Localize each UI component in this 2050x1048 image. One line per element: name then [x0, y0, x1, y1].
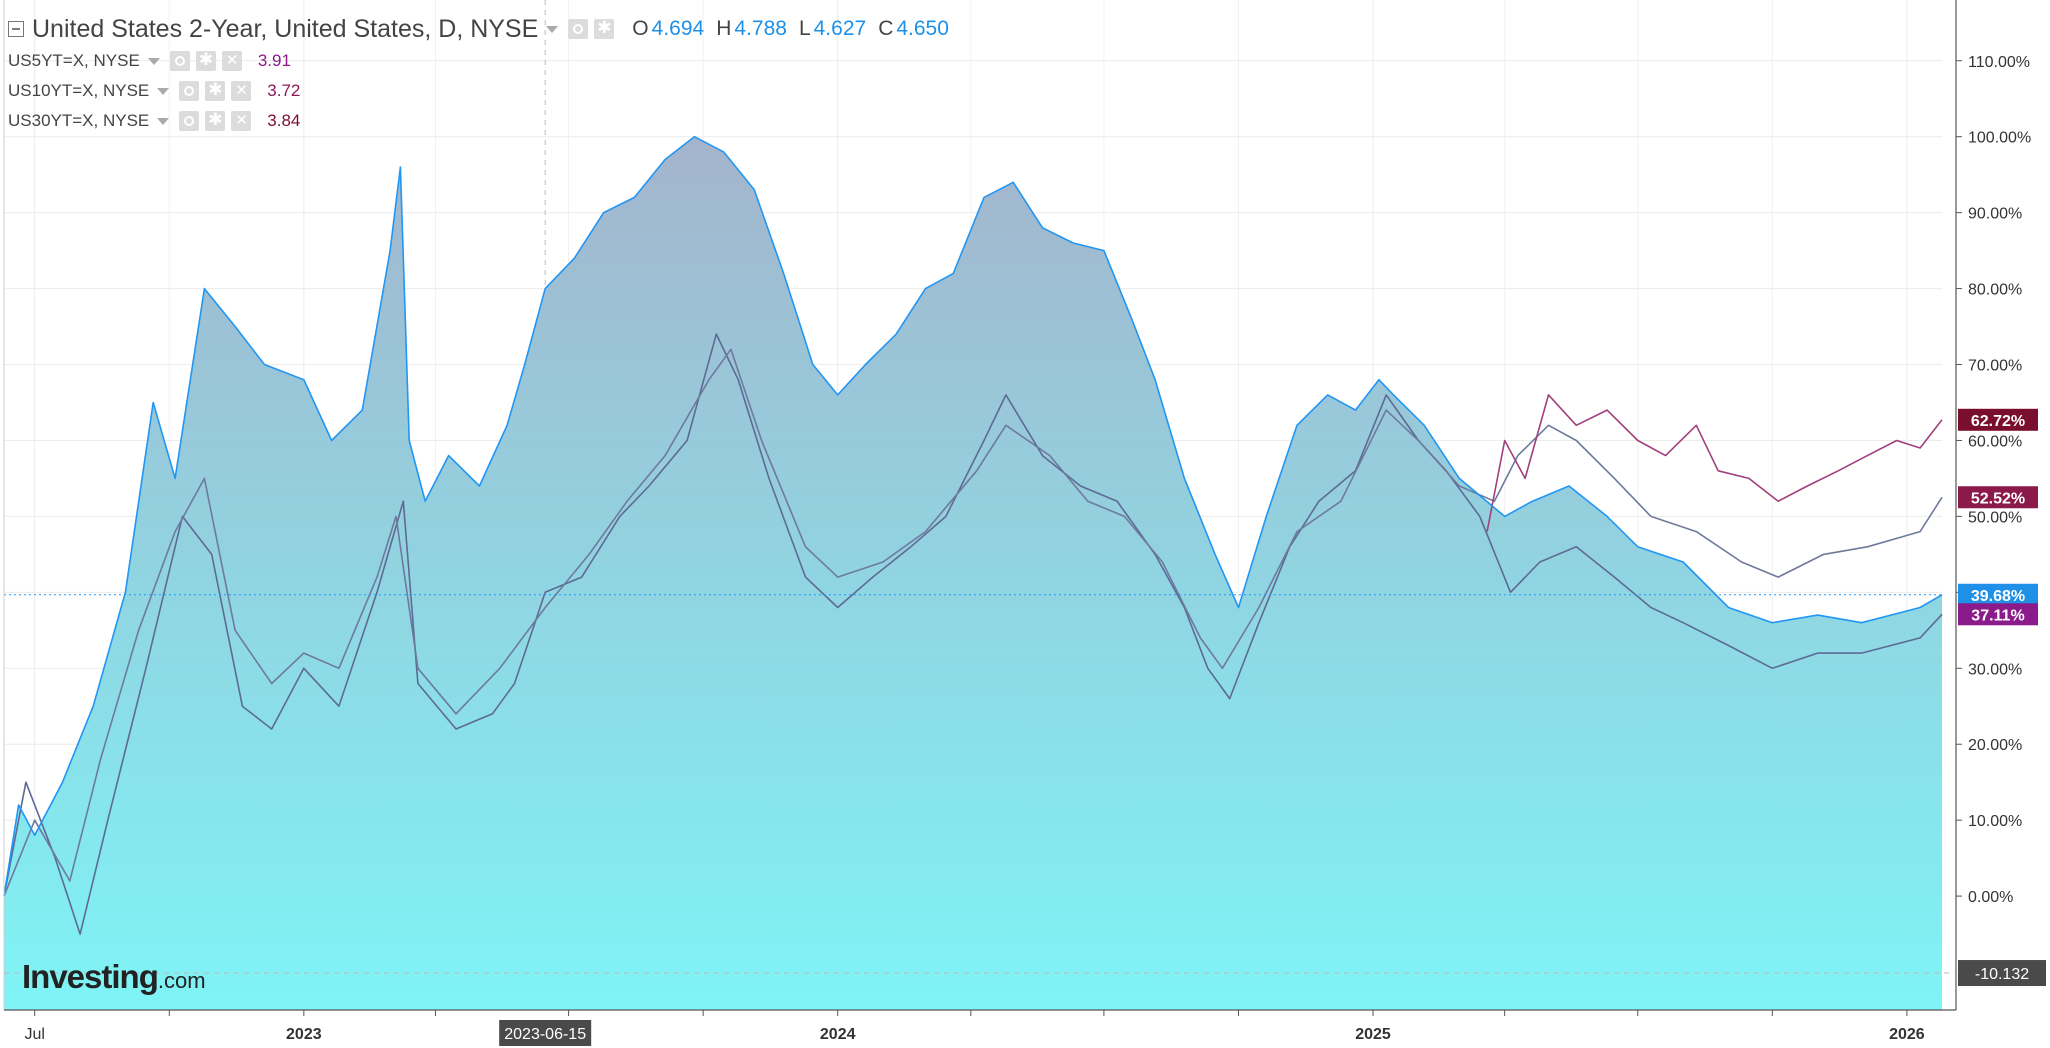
- y-tick-label: 10.00%: [1968, 813, 2022, 830]
- chevron-down-icon[interactable]: [546, 25, 559, 33]
- gear-icon[interactable]: [594, 18, 615, 39]
- us30y-line: [1486, 394, 1943, 532]
- high-label: H: [716, 17, 732, 40]
- chevron-down-icon[interactable]: [157, 117, 170, 125]
- close-label: C: [878, 17, 894, 40]
- compare-label: US10YT=X, NYSE: [8, 81, 150, 100]
- last-value-badge: [1958, 583, 2038, 606]
- us5y-line: [3, 333, 1943, 935]
- compare-legend-us10y: US10YT=X, NYSE 3.72: [8, 76, 949, 106]
- y-tick-label: 50.00%: [1968, 509, 2022, 526]
- eye-icon[interactable]: [179, 111, 200, 131]
- high-value: 4.788: [734, 17, 787, 40]
- x-tick-label: 2023: [286, 1026, 322, 1043]
- close-icon[interactable]: [221, 51, 242, 71]
- chevron-down-icon[interactable]: [147, 57, 160, 65]
- y-tick-label: 110.00%: [1968, 54, 2030, 71]
- gear-icon[interactable]: [205, 110, 226, 131]
- last-value-label: 39.68%: [1971, 588, 2025, 605]
- main-series-title: United States 2-Year, United States, D, …: [32, 14, 539, 43]
- last-value-label: 62.72%: [1971, 413, 2025, 430]
- compare-value: 3.84: [267, 111, 301, 130]
- y-tick-label: 60.00%: [1968, 433, 2022, 450]
- x-tick-label: 2026: [1889, 1026, 1925, 1043]
- compare-value: 3.91: [257, 51, 291, 70]
- investing-logo: Investing.com: [22, 958, 206, 996]
- last-value-badge: [1958, 603, 2038, 626]
- crosshair-price-box: [1958, 960, 2046, 987]
- open-value: 4.694: [651, 17, 705, 40]
- gear-icon[interactable]: [205, 80, 226, 101]
- legend: United States 2-Year, United States, D, …: [8, 12, 949, 136]
- close-icon[interactable]: [231, 81, 252, 101]
- crosshair-date-label: 2023-06-15: [504, 1026, 586, 1043]
- main-series-legend: United States 2-Year, United States, D, …: [8, 12, 949, 46]
- last-value-label: 52.52%: [1971, 490, 2025, 507]
- y-tick-label: 0.00%: [1968, 889, 2013, 906]
- crosshair-date-box: [499, 1020, 592, 1046]
- eye-icon[interactable]: [179, 81, 200, 101]
- logo-suffix: .com: [157, 968, 206, 993]
- logo-brand: Investing: [22, 958, 159, 995]
- low-value: 4.627: [813, 17, 867, 40]
- eye-icon[interactable]: [169, 51, 190, 71]
- us2y-area: [4, 136, 1942, 1011]
- y-tick-label: 70.00%: [1968, 358, 2022, 375]
- close-icon[interactable]: [231, 111, 252, 131]
- compare-label: US5YT=X, NYSE: [8, 51, 140, 70]
- gear-icon[interactable]: [195, 50, 216, 71]
- y-tick-label: 80.00%: [1968, 282, 2022, 299]
- y-tick-label: 90.00%: [1968, 206, 2022, 223]
- last-value-badge: [1958, 486, 2038, 509]
- compare-legend-us5y: US5YT=X, NYSE 3.91: [8, 46, 949, 76]
- area-layer: [4, 136, 1942, 1011]
- last-value-badges: 62.72% 52.52% 39.68% 37.11%: [1958, 408, 2038, 626]
- open-label: O: [632, 17, 649, 40]
- last-value-label: 37.11%: [1971, 607, 2024, 624]
- compare-label: US30YT=X, NYSE: [8, 111, 150, 130]
- y-tick-label: 20.00%: [1968, 737, 2022, 754]
- x-tick-label: 2025: [1355, 1026, 1391, 1043]
- y-tick-label: 30.00%: [1968, 661, 2022, 678]
- x-tick-label: Jul: [24, 1026, 44, 1043]
- y-tick-label: 100.00%: [1968, 130, 2031, 147]
- close-value: 4.650: [896, 17, 949, 40]
- crosshair-price-label: -10.132: [1975, 966, 2029, 983]
- us10y-line: [3, 348, 1943, 897]
- eye-icon[interactable]: [568, 19, 589, 39]
- last-value-badge: [1958, 408, 2038, 431]
- compare-legend-us30y: US30YT=X, NYSE 3.84: [8, 106, 949, 136]
- low-label: L: [798, 17, 811, 40]
- series-lines: [3, 135, 1943, 935]
- compare-value: 3.72: [267, 81, 301, 100]
- collapse-legend-button[interactable]: [8, 21, 24, 37]
- chevron-down-icon[interactable]: [157, 87, 170, 95]
- us2y-line: [3, 135, 1943, 897]
- x-tick-label: 2024: [820, 1026, 856, 1043]
